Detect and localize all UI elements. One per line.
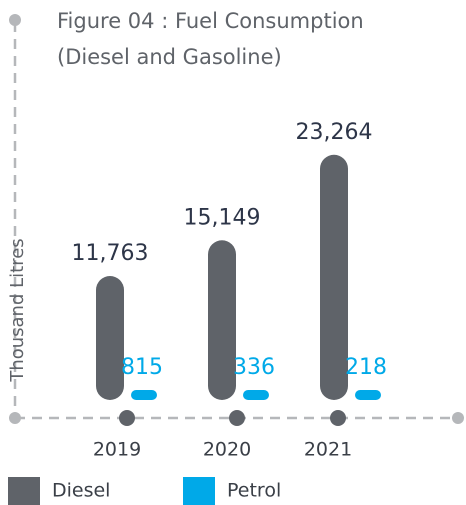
chart-title: Figure 04 : Fuel Consumption	[57, 9, 364, 33]
bar	[208, 240, 236, 400]
data-label: 218	[345, 355, 387, 380]
data-label: 11,763	[72, 241, 149, 266]
data-label: 815	[121, 355, 163, 380]
data-label: 23,264	[296, 120, 373, 145]
x-tick-dot	[330, 410, 346, 426]
data-label: 336	[233, 355, 275, 380]
bar	[320, 154, 348, 400]
axis-end	[452, 412, 464, 424]
y-axis-label: Thousand Litres	[7, 238, 28, 382]
x-tick-label: 2019	[93, 439, 141, 461]
bar	[243, 390, 269, 400]
legend-swatch	[8, 477, 40, 505]
x-tick-label: 2021	[304, 439, 352, 461]
axis-end	[9, 412, 21, 424]
chart-subtitle: (Diesel and Gasoline)	[57, 45, 282, 69]
bar	[96, 275, 124, 400]
legend-label: Diesel	[52, 480, 110, 502]
x-tick-dot	[119, 410, 135, 426]
bar	[131, 390, 157, 400]
legend-swatch	[183, 477, 215, 505]
legend-label: Petrol	[227, 480, 281, 502]
bar	[355, 390, 381, 400]
x-tick-dot	[229, 410, 245, 426]
x-tick-label: 2020	[203, 439, 251, 461]
axis-end	[9, 14, 21, 26]
data-label: 15,149	[184, 205, 261, 230]
